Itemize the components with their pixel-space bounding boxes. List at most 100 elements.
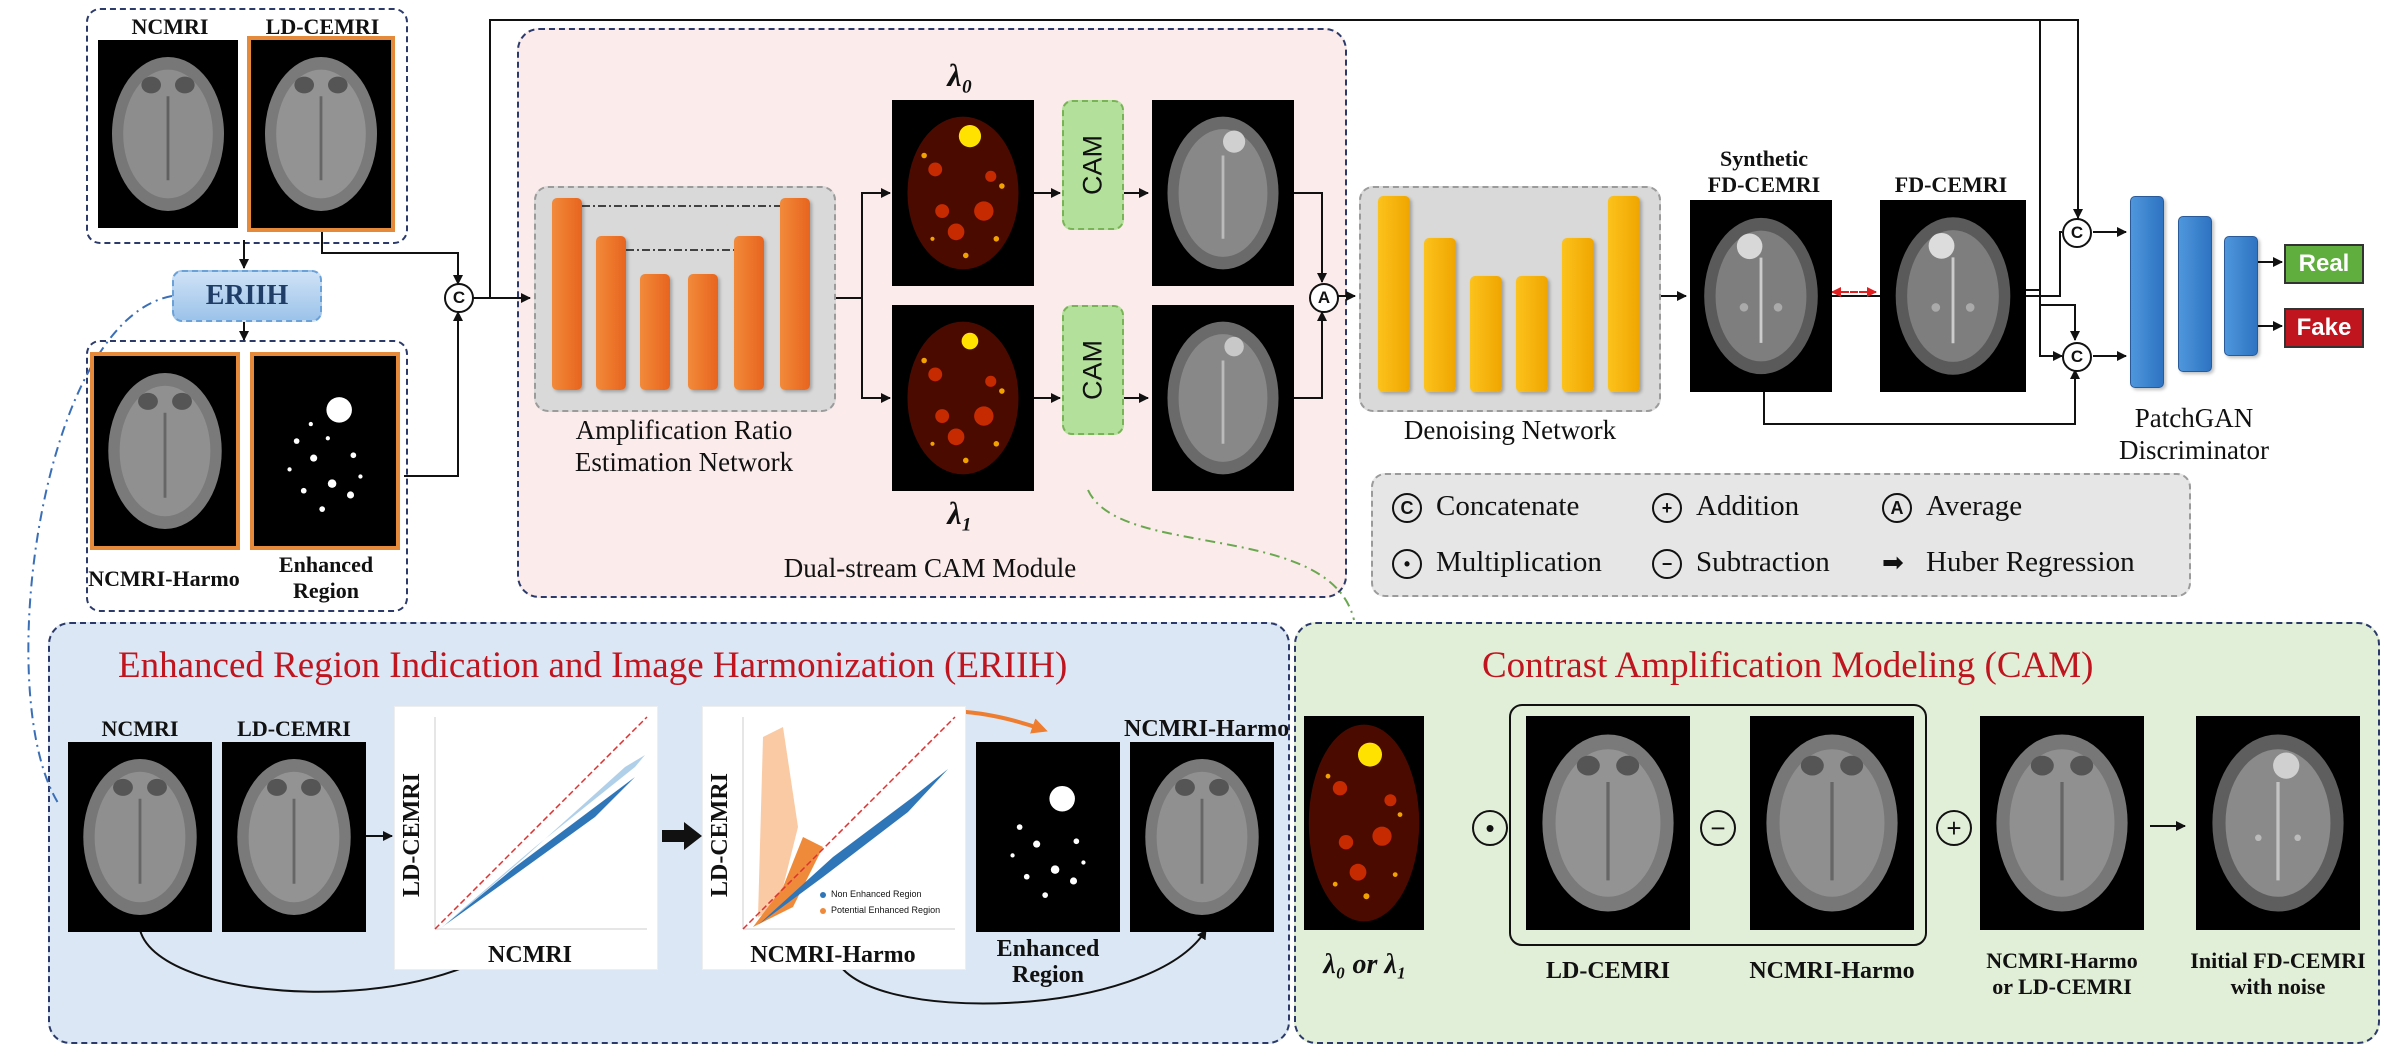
fake-tag: Fake xyxy=(2284,308,2364,348)
label-enhanced-region-top: Enhanced Region xyxy=(278,552,374,603)
scatter2-legend-non: Non Enhanced Region xyxy=(831,889,922,899)
legend-subtraction-text: Subtraction xyxy=(1696,546,1830,578)
average-icon: A xyxy=(1882,493,1912,524)
enhanced-region-image-top xyxy=(250,352,400,550)
den-bar-3 xyxy=(1470,276,1502,392)
scatter1-ylabel: LD-CEMRI xyxy=(399,773,425,897)
legend-addition: + Addition xyxy=(1652,490,1800,524)
legend-average: A Average xyxy=(1882,490,2023,524)
concatenate-icon: C xyxy=(1392,493,1422,524)
cam-input-label-1: NCMRI-Harmo xyxy=(1986,948,2138,973)
eriih-ncmri-label: NCMRI xyxy=(101,716,179,741)
cam-lambda-label: λ₀ or λ₁ xyxy=(1323,949,1407,980)
eriih-title: Enhanced Region Indication and Image Har… xyxy=(118,645,1068,686)
cam-ld-cemri-image xyxy=(1526,716,1690,930)
cam-ncmri-harmo-image xyxy=(1750,716,1914,930)
den-bar-6 xyxy=(1608,196,1640,392)
lambda0-label: λ₀ xyxy=(947,57,973,93)
cam-block-2-label: CAM xyxy=(1077,340,1108,400)
cam-multiply-symbol: • xyxy=(1472,810,1508,846)
fd-cemri-image xyxy=(1880,200,2026,392)
cam-output-label-2: with noise xyxy=(2230,974,2326,999)
amp-bar-5 xyxy=(734,236,764,390)
disc-bar-3 xyxy=(2224,236,2258,356)
cam-ncmri-harmo-label: NCMRI-Harmo xyxy=(1749,958,1915,984)
ncmri-harmo-image-top xyxy=(90,352,240,550)
eriih-ncmri-harmo-image xyxy=(1130,742,1274,932)
lambda1-label: λ₁ xyxy=(947,495,973,531)
fd-cemri-label: FD-CEMRI xyxy=(1894,172,2008,197)
eriih-ld-cemri-image xyxy=(222,742,366,932)
eriih-ncmri-harmo-label: NCMRI-Harmo xyxy=(1124,716,1290,742)
cam-output-image-2 xyxy=(1152,305,1294,491)
concatenate-symbol-3: C xyxy=(2062,342,2092,372)
amp-net-label-1: Amplification Ratio xyxy=(575,415,793,445)
den-bar-4 xyxy=(1516,276,1548,392)
cam-output-image-1 xyxy=(1152,100,1294,286)
scatter1-xlabel: NCMRI xyxy=(488,942,572,968)
legend-addition-text: Addition xyxy=(1696,490,1800,522)
addition-icon: + xyxy=(1652,493,1682,524)
lambda1-map xyxy=(892,305,1034,491)
cam-block-1-label: CAM xyxy=(1077,135,1108,195)
subtraction-icon: − xyxy=(1652,549,1682,580)
eriih-enhanced-region-image xyxy=(976,742,1120,932)
cam-output-image xyxy=(2196,716,2360,930)
patchgan-label-2: Discriminator xyxy=(2119,435,2269,465)
label-ld-cemri-top: LD-CEMRI xyxy=(265,14,380,39)
ncmri-image-top xyxy=(98,40,238,228)
legend-huber-text: Huber Regression xyxy=(1926,546,2135,578)
concatenate-symbol-1: C xyxy=(444,283,474,313)
label-ncmri-harmo-top: NCMRI-Harmo xyxy=(88,566,240,591)
scatter2-legend-pot: Potential Enhanced Region xyxy=(831,905,941,915)
huber-arrow-icon: ➡ xyxy=(1882,548,1904,578)
cam-input-label-2: or LD-CEMRI xyxy=(1992,974,2132,999)
amp-bar-2 xyxy=(596,236,626,390)
amp-bar-1 xyxy=(552,198,582,390)
den-bar-2 xyxy=(1424,238,1456,392)
den-bar-1 xyxy=(1378,196,1410,392)
synthetic-label-2: FD-CEMRI xyxy=(1707,172,1821,197)
label-ncmri-top: NCMRI xyxy=(131,14,209,39)
amp-net-label-2: Estimation Network xyxy=(574,447,794,477)
ld-cemri-image-top xyxy=(247,36,395,232)
multiplication-icon: • xyxy=(1392,549,1422,580)
cam-output-label-1: Initial FD-CEMRI xyxy=(2190,948,2366,973)
input-group-box xyxy=(86,8,408,244)
cam-ld-cemri-label: LD-CEMRI xyxy=(1546,958,1670,984)
amp-bar-3 xyxy=(640,274,670,390)
dual-stream-label: Dual-stream CAM Module xyxy=(783,553,1077,583)
scatter-plot-2: Non Enhanced Region Potential Enhanced R… xyxy=(702,706,966,970)
synthetic-fd-cemri-image xyxy=(1690,200,1832,392)
legend-subtraction: − Subtraction xyxy=(1652,546,1830,580)
legend-multiplication-text: Multiplication xyxy=(1436,546,1602,578)
scatter-plot-1 xyxy=(394,706,658,970)
legend-concatenate: C Concatenate xyxy=(1392,490,1580,524)
disc-bar-2 xyxy=(2178,216,2212,372)
legend-box xyxy=(1371,473,2191,597)
cam-block-1: CAM xyxy=(1062,100,1124,230)
legend-concatenate-text: Concatenate xyxy=(1436,490,1580,522)
eriih-ncmri-image xyxy=(68,742,212,932)
cam-plus-symbol: + xyxy=(1936,810,1972,846)
eriih-enhanced-label-2: Region xyxy=(1012,962,1084,988)
lambda0-map xyxy=(892,100,1034,286)
concatenate-symbol-2: C xyxy=(2062,218,2092,248)
disc-bar-1 xyxy=(2130,196,2164,388)
scatter2-xlabel: NCMRI-Harmo xyxy=(750,942,916,968)
average-symbol: A xyxy=(1309,283,1339,313)
eriih-enhanced-label-1: Enhanced xyxy=(996,936,1100,962)
cam-title: Contrast Amplification Modeling (CAM) xyxy=(1482,645,2094,686)
cam-input-image xyxy=(1980,716,2144,930)
eriih-pill: ERIIH xyxy=(172,270,322,322)
synthetic-label-1: Synthetic xyxy=(1720,146,1808,171)
amp-bar-4 xyxy=(688,274,718,390)
scatter2-ylabel: LD-CEMRI xyxy=(707,773,733,897)
cam-block-2: CAM xyxy=(1062,305,1124,435)
legend-average-text: Average xyxy=(1926,490,2023,522)
amp-bar-6 xyxy=(780,198,810,390)
den-bar-5 xyxy=(1562,238,1594,392)
legend-multiplication: • Multiplication xyxy=(1392,546,1602,580)
cam-lambda-map xyxy=(1304,716,1424,930)
